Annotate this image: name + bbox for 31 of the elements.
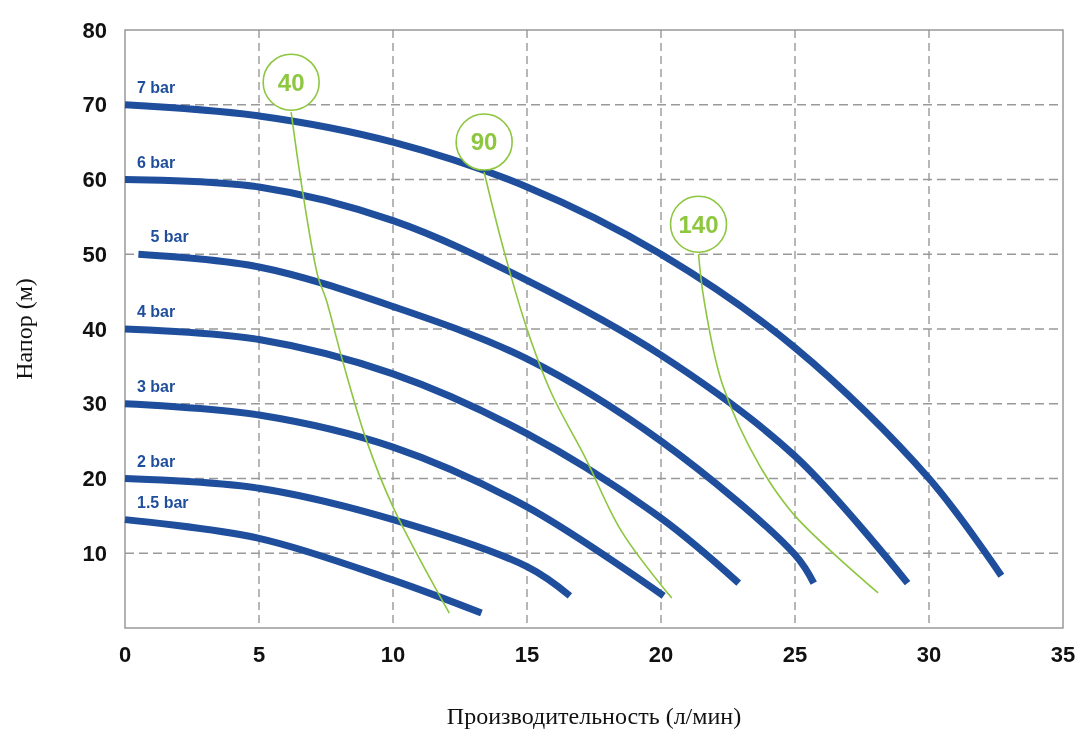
y-tick-label: 70	[82, 92, 107, 118]
series-label: 6 bar	[137, 153, 176, 171]
y-tick-label: 40	[82, 316, 107, 342]
y-tick-label: 50	[82, 241, 107, 267]
y-tick-label: 60	[82, 167, 107, 193]
x-tick-label: 10	[380, 642, 406, 667]
x-tick-label: 15	[514, 642, 540, 667]
x-tick-label: 25	[782, 642, 808, 667]
y-axis-title: Напор (м)	[11, 278, 37, 380]
x-tick-label: 5	[252, 642, 266, 667]
y-tick-label: 80	[82, 17, 107, 43]
series-label: 2 bar	[137, 452, 176, 470]
x-tick-label: 30	[916, 642, 942, 667]
x-tick-label: 35	[1050, 642, 1076, 667]
series-label: 90	[470, 128, 498, 156]
x-axis-title: Производительность (л/мин)	[446, 703, 742, 729]
series-label: 7 bar	[137, 78, 176, 96]
x-tick-label: 0	[118, 642, 132, 667]
series-label: 3 bar	[137, 377, 176, 395]
series-label: 1.5 bar	[137, 493, 189, 511]
series-label: 40	[277, 68, 305, 96]
line-series	[697, 253, 879, 594]
y-tick-label: 20	[82, 466, 107, 492]
series-label: 140	[678, 210, 719, 238]
series-label: 5 bar	[150, 228, 189, 246]
x-tick-label: 20	[648, 642, 674, 667]
line-series	[290, 111, 451, 614]
series-label: 4 bar	[137, 303, 176, 320]
y-tick-label: 30	[82, 391, 107, 417]
y-tick-label: 10	[82, 540, 107, 566]
line-series	[483, 171, 673, 599]
